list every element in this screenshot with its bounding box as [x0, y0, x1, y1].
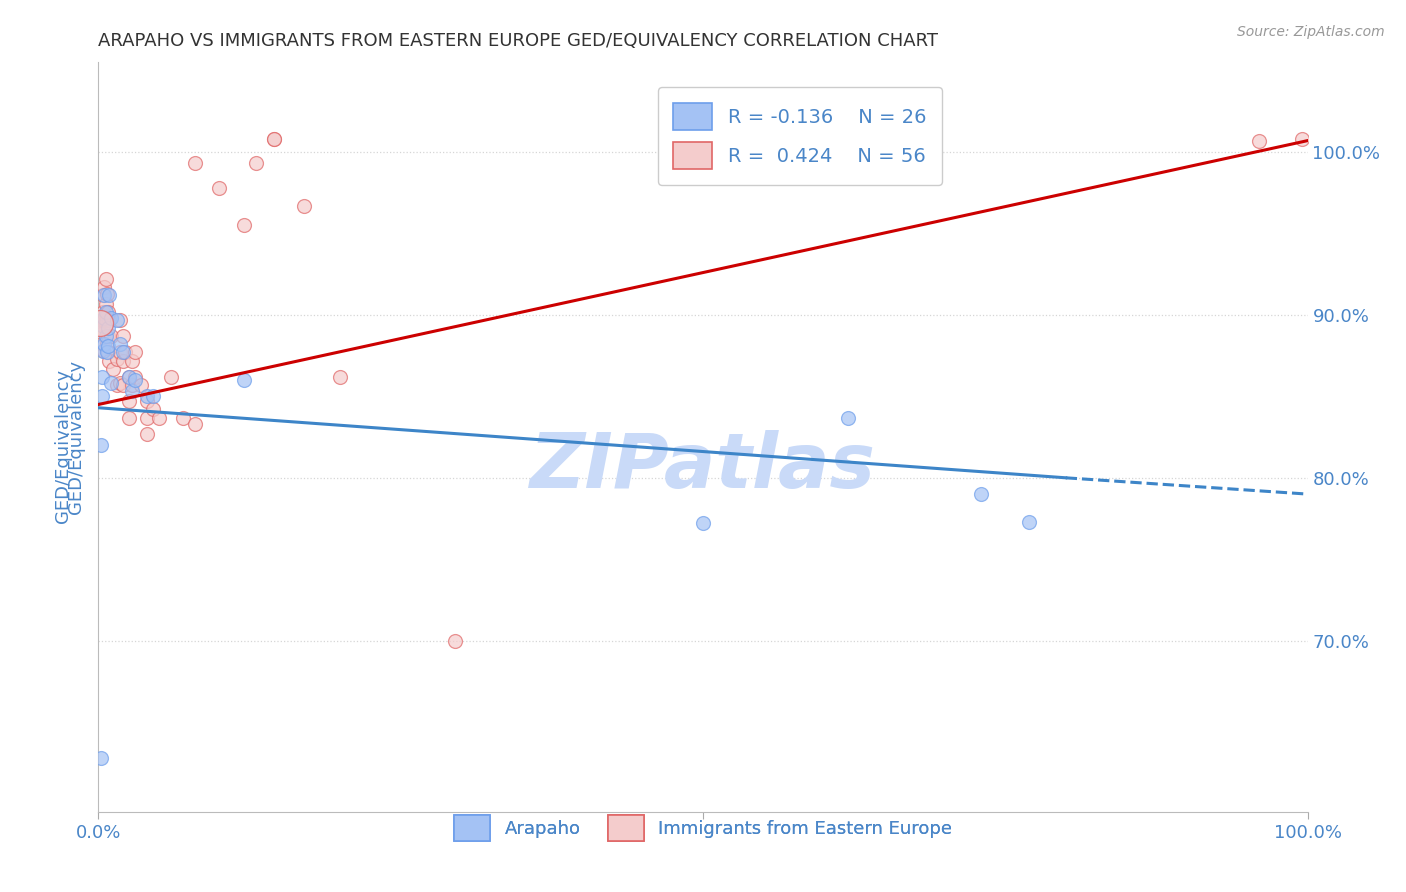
- Point: [124, 369, 146, 384]
- Point: [232, 373, 254, 387]
- Point: [184, 417, 207, 431]
- Point: [96, 345, 118, 359]
- Point: [93, 311, 115, 326]
- Point: [93, 313, 115, 327]
- Text: GED/Equivalency: GED/Equivalency: [55, 369, 72, 523]
- Point: [105, 378, 128, 392]
- Point: [94, 272, 117, 286]
- Legend: Arapaho, Immigrants from Eastern Europe: Arapaho, Immigrants from Eastern Europe: [440, 801, 966, 855]
- Point: [94, 304, 117, 318]
- Point: [263, 132, 285, 146]
- Point: [96, 337, 118, 351]
- Point: [97, 329, 120, 343]
- Point: [111, 353, 134, 368]
- Point: [100, 329, 122, 343]
- Point: [1291, 132, 1313, 146]
- Point: [444, 633, 467, 648]
- Point: [118, 369, 141, 384]
- Point: [101, 361, 124, 376]
- Point: [98, 288, 121, 302]
- Point: [108, 337, 131, 351]
- Point: [970, 487, 993, 501]
- Point: [91, 337, 114, 351]
- Point: [93, 280, 115, 294]
- Point: [148, 410, 170, 425]
- Point: [135, 410, 157, 425]
- Point: [97, 321, 120, 335]
- Point: [105, 351, 128, 366]
- Point: [232, 219, 254, 233]
- Point: [91, 369, 114, 384]
- Point: [111, 378, 134, 392]
- Point: [108, 376, 131, 391]
- Point: [91, 304, 114, 318]
- Y-axis label: GED/Equivalency: GED/Equivalency: [66, 360, 84, 514]
- Point: [93, 343, 115, 358]
- Point: [135, 394, 157, 409]
- Point: [100, 311, 122, 326]
- Point: [245, 156, 267, 170]
- Point: [111, 345, 134, 359]
- Point: [100, 376, 122, 391]
- Point: [94, 296, 117, 310]
- Point: [97, 339, 120, 353]
- Text: ZIPatlas: ZIPatlas: [530, 430, 876, 504]
- Point: [329, 369, 352, 384]
- Point: [124, 345, 146, 359]
- Point: [96, 286, 118, 301]
- Point: [111, 329, 134, 343]
- Point: [129, 378, 152, 392]
- Point: [1249, 134, 1271, 148]
- Point: [105, 313, 128, 327]
- Point: [121, 378, 143, 392]
- Point: [91, 313, 114, 327]
- Point: [121, 384, 143, 399]
- Point: [118, 369, 141, 384]
- Point: [142, 389, 165, 403]
- Point: [292, 199, 315, 213]
- Point: [124, 373, 146, 387]
- Point: [142, 402, 165, 417]
- Point: [94, 329, 117, 343]
- Point: [90, 751, 112, 765]
- Point: [135, 389, 157, 403]
- Point: [91, 319, 114, 334]
- Point: [108, 345, 131, 359]
- Point: [97, 345, 120, 359]
- Point: [692, 516, 714, 531]
- Point: [93, 288, 115, 302]
- Point: [160, 369, 183, 384]
- Point: [89, 316, 111, 330]
- Point: [94, 313, 117, 327]
- Point: [837, 410, 859, 425]
- Point: [263, 132, 285, 146]
- Text: ARAPAHO VS IMMIGRANTS FROM EASTERN EUROPE GED/EQUIVALENCY CORRELATION CHART: ARAPAHO VS IMMIGRANTS FROM EASTERN EUROP…: [98, 32, 938, 50]
- Point: [91, 288, 114, 302]
- Point: [208, 181, 231, 195]
- Point: [1018, 515, 1040, 529]
- Point: [90, 327, 112, 342]
- Point: [135, 426, 157, 441]
- Point: [172, 410, 194, 425]
- Point: [118, 394, 141, 409]
- Point: [98, 353, 121, 368]
- Point: [91, 389, 114, 403]
- Point: [98, 313, 121, 327]
- Point: [89, 316, 111, 330]
- Point: [96, 313, 118, 327]
- Point: [118, 410, 141, 425]
- Point: [97, 304, 120, 318]
- Point: [184, 156, 207, 170]
- Text: Source: ZipAtlas.com: Source: ZipAtlas.com: [1237, 25, 1385, 39]
- Point: [114, 345, 136, 359]
- Point: [90, 438, 112, 452]
- Point: [108, 313, 131, 327]
- Point: [121, 353, 143, 368]
- Point: [91, 343, 114, 358]
- Point: [93, 337, 115, 351]
